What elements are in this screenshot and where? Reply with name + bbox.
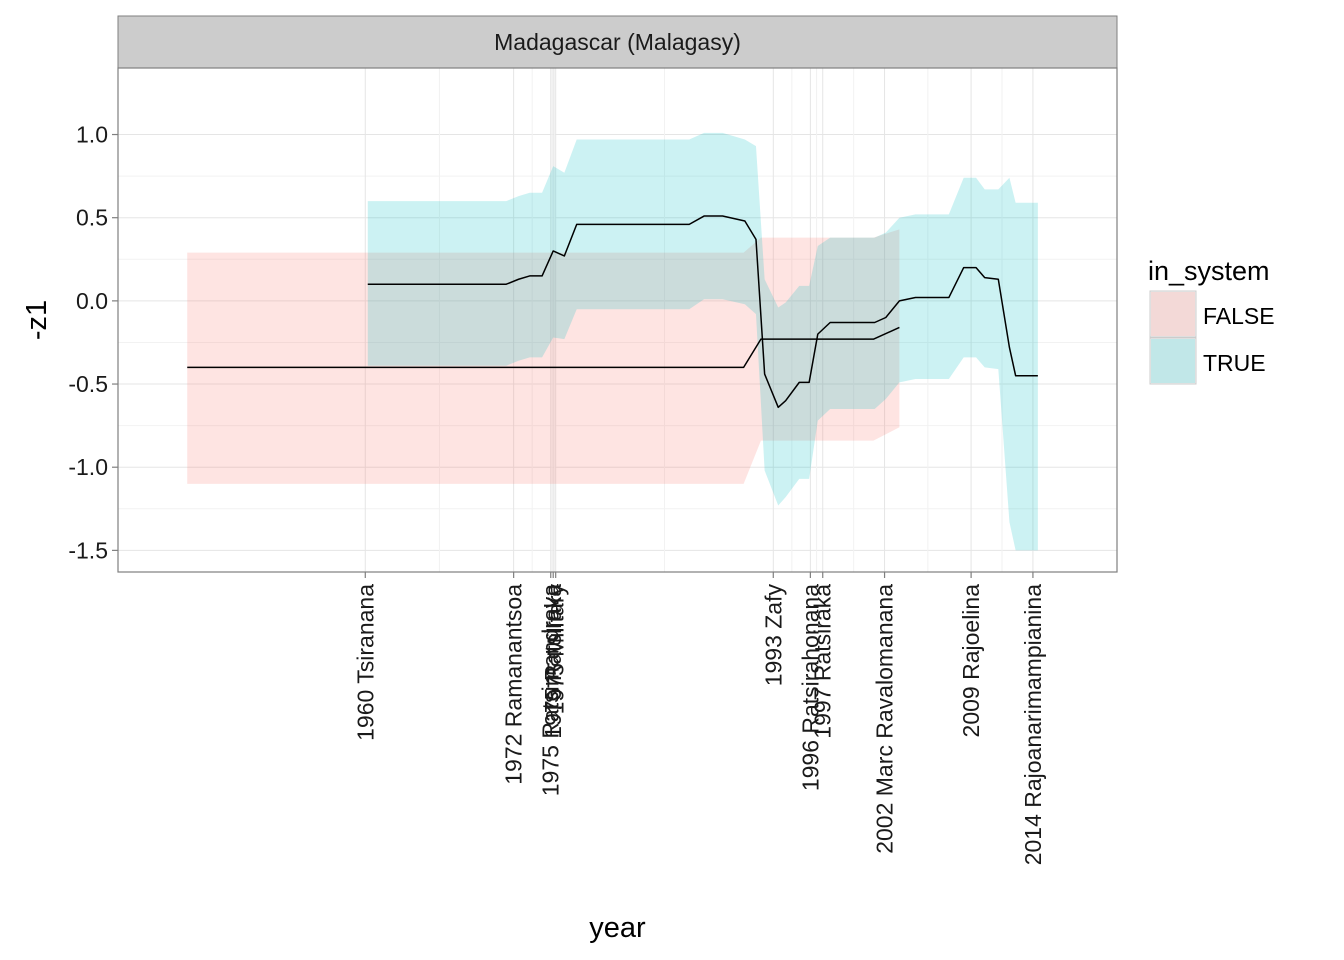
y-tick-label: -1.5 bbox=[68, 537, 108, 563]
x-axis-title: year bbox=[589, 912, 646, 944]
legend-key-false-background bbox=[1149, 290, 1197, 338]
line-false bbox=[187, 326, 900, 369]
y-axis-title: -z1 bbox=[21, 300, 53, 340]
x-tick-label: 1972 Ramanantsoa bbox=[501, 584, 527, 785]
legend-key-true bbox=[1151, 339, 1195, 383]
plot-panel-border bbox=[117, 67, 1118, 573]
legend-key-true-background bbox=[1149, 337, 1197, 385]
legend-key-false bbox=[1151, 292, 1195, 336]
legend-label-false: FALSE bbox=[1203, 303, 1275, 329]
x-tick-label: 1975 Ratsiraka bbox=[540, 584, 566, 739]
x-tick-label: 1975 Ratsimandrava bbox=[538, 584, 564, 796]
facet-strip bbox=[117, 15, 1118, 69]
facet-title: Madagascar (Malagasy) bbox=[494, 29, 741, 55]
ribbon-false bbox=[187, 229, 900, 484]
y-tick-label: 0.5 bbox=[76, 205, 108, 231]
legend-label-true: TRUE bbox=[1203, 350, 1266, 376]
y-tick-label: 0.0 bbox=[76, 288, 108, 314]
plot-panel bbox=[118, 68, 1117, 572]
line-true bbox=[367, 215, 1038, 409]
confidence-ribbons bbox=[187, 132, 1038, 551]
legend: in_system FALSE TRUE bbox=[1148, 256, 1275, 385]
x-tick-label: 2002 Marc Ravalomanana bbox=[872, 584, 898, 854]
x-tick-label: 1960 Tsiranana bbox=[352, 584, 378, 741]
x-tick-label: 1996 Ratsirahonana bbox=[797, 584, 823, 791]
y-axis: 1.0 0.5 0.0 -0.5 -1.0 -1.5 bbox=[68, 122, 118, 563]
x-tick-label: 1993 Zafy bbox=[760, 584, 786, 687]
x-tick-label: 2014 Rajoanarimampianina bbox=[1020, 584, 1046, 865]
legend-title: in_system bbox=[1148, 256, 1270, 286]
x-axis: 1960 Tsiranana 1972 Ramanantsoa 1975 Ratsi… bbox=[352, 572, 1046, 865]
grid-lines bbox=[118, 68, 1117, 572]
x-tick-label: 1997 Ratsiraka bbox=[810, 584, 836, 739]
series-lines bbox=[187, 215, 1038, 409]
y-tick-label: -1.0 bbox=[68, 454, 108, 480]
y-tick-label: 1.0 bbox=[76, 122, 108, 148]
y-tick-label: -0.5 bbox=[68, 371, 108, 397]
x-tick-label: 1975 Military bbox=[543, 584, 569, 715]
x-tick-label: 2009 Rajoelina bbox=[958, 584, 984, 738]
ribbon-true bbox=[367, 132, 1038, 551]
